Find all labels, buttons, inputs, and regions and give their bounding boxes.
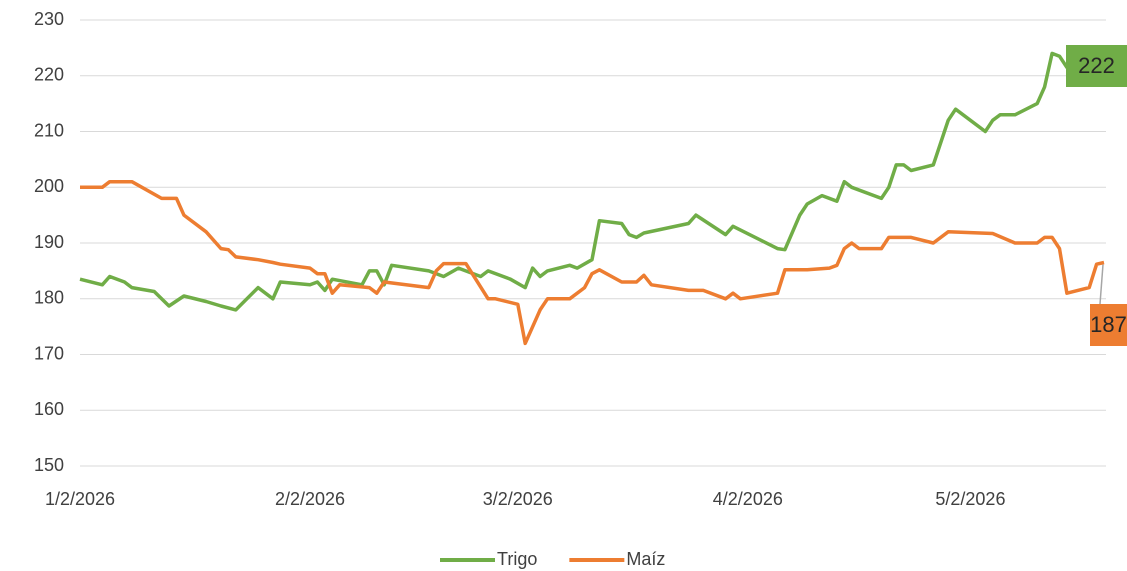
- series-line: [80, 179, 1105, 346]
- x-tick-label: 3/2/2026: [483, 489, 553, 509]
- y-tick-label: 160: [34, 399, 64, 419]
- x-tick-label: 5/2/2026: [935, 489, 1005, 509]
- data-label-box: [1066, 45, 1127, 87]
- legend-label: Trigo: [497, 549, 537, 569]
- data-label: 222: [1078, 53, 1115, 78]
- data-label: 187: [1090, 312, 1127, 337]
- y-tick-label: 210: [34, 120, 64, 140]
- legend-label: Maíz: [626, 549, 665, 569]
- y-tick-label: 200: [34, 176, 64, 196]
- y-tick-label: 190: [34, 232, 64, 252]
- y-tick-label: 180: [34, 288, 64, 308]
- y-tick-label: 150: [34, 455, 64, 475]
- series-line: [79, 51, 1075, 312]
- y-tick-label: 230: [34, 9, 64, 29]
- x-tick-label: 1/2/2026: [45, 489, 115, 509]
- x-tick-label: 2/2/2026: [275, 489, 345, 509]
- y-tick-label: 170: [34, 343, 64, 363]
- leader-line: [1099, 264, 1104, 305]
- data-label-box: [1090, 304, 1127, 346]
- y-tick-label: 220: [34, 65, 64, 85]
- x-tick-label: 4/2/2026: [713, 489, 783, 509]
